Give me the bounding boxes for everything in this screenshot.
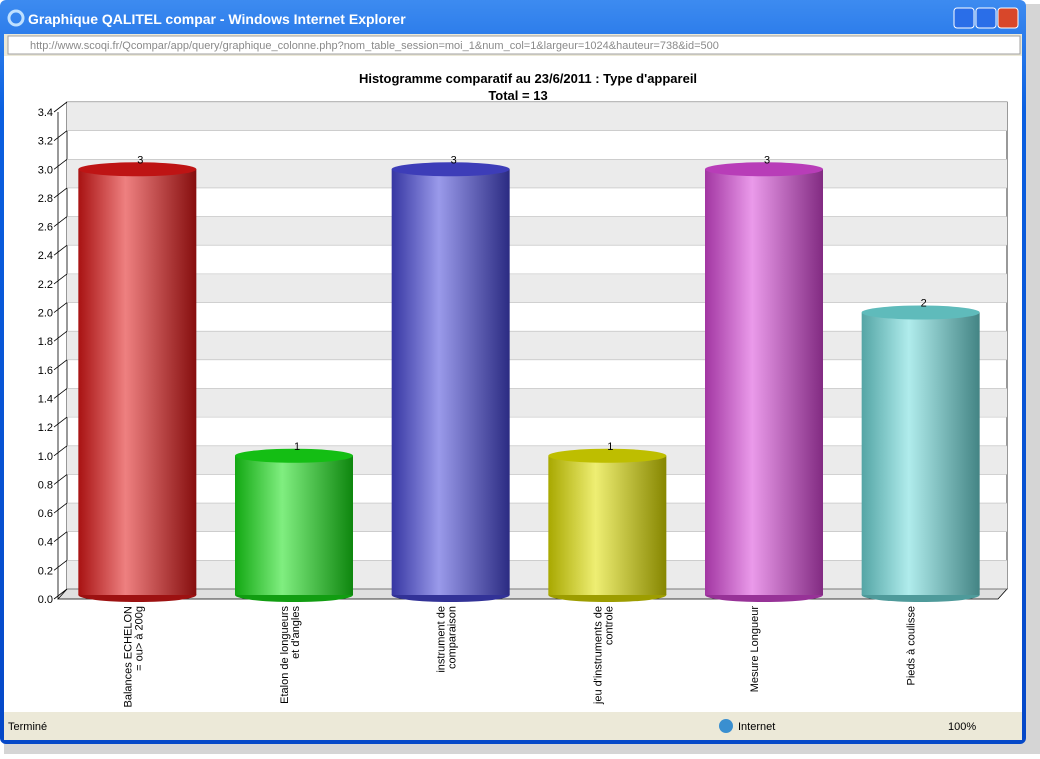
grid-band [67,503,1007,532]
y-tick-label: 1.0 [38,451,53,463]
y-tick-label: 2.2 [38,279,53,291]
bar [548,455,667,595]
tick-mark [53,130,68,141]
y-tick-label: 2.0 [38,308,53,320]
chart-subtitle: Total = 13 [488,88,547,103]
minimize-button[interactable] [953,7,975,29]
tick-mark [53,388,68,399]
close-button[interactable] [997,7,1019,29]
value-label: 3 [137,154,143,166]
x-tick-label: jeu d'instruments decontrole [592,606,615,705]
bar-top [861,305,980,320]
y-tick-label: 2.8 [38,193,53,205]
status-text: Terminé [8,721,47,733]
y-tick-label: 0.2 [38,565,53,577]
grid-band [67,331,1007,360]
address-field[interactable] [7,35,1021,55]
y-tick-label: 2.6 [38,222,53,234]
grid-band [67,216,1007,246]
y-tick-label: 3.0 [38,164,53,176]
tick-mark [53,330,68,342]
tick-mark [53,359,68,371]
tick-mark [53,416,68,428]
bar [391,169,510,595]
tick-mark [53,588,68,600]
status-zone: Internet [738,721,775,733]
value-label: 1 [294,441,300,453]
y-tick-label: 1.8 [38,336,53,348]
x-tick-label: Pieds à coulisse [906,606,918,686]
y-tick-label: 0.6 [38,508,53,520]
tick-mark [53,273,68,285]
tick-mark [53,560,68,571]
bar-top [548,448,667,463]
maximize-button[interactable] [975,7,997,29]
status-bar [4,712,1022,740]
value-label: 3 [451,154,457,166]
y-tick-label: 1.2 [38,422,53,434]
grid-band [67,388,1007,418]
window-title: Graphique QALITEL compar - Windows Inter… [28,11,406,27]
chart: 0.0 0.2 0.4 0.6 0.8 1.0 1.2 1.4 1.6 1.8 2.0 2.2 2.4 2… [38,101,1008,708]
tick-mark [53,187,68,199]
tick-mark [53,445,68,457]
bar-top [235,448,353,463]
bar [861,312,980,595]
grid-band [67,273,1007,303]
value-label: 2 [921,298,927,310]
y-tick-label: 1.4 [38,393,53,405]
bar-top [391,162,510,177]
tick-mark [53,158,68,170]
status-zoom[interactable]: 100% [948,721,976,733]
grid-band [67,102,1007,131]
y-tick-label: 1.6 [38,365,53,377]
x-tick-label: instrument decomparaison [436,606,459,673]
value-label: 1 [607,441,613,453]
grid-band [67,560,1007,589]
tick-mark [53,502,68,514]
grid-band [67,445,1007,475]
bar-top [705,162,823,177]
zone-icon [719,719,733,733]
chart-title: Histogramme comparatif au 23/6/2011 : Ty… [359,71,697,86]
address-url: http://www.scoqi.fr/Qcompar/app/query/gr… [30,40,719,52]
x-tick-label: Balances ECHELON= ou> à 200g [122,606,145,708]
tick-mark [53,531,68,543]
tick-mark [53,244,68,256]
y-tick-label: 0.8 [38,479,53,491]
value-label: 3 [764,154,770,166]
y-tick-label: 0.4 [38,537,53,549]
x-tick-label: Mesure Longueur [749,606,761,693]
bar-top [78,162,197,177]
ie-icon [7,9,25,27]
bar [78,169,197,595]
grid-band [67,159,1007,188]
x-tick-label: Etalon de longueurset d'angles [279,606,302,704]
y-tick-label: 3.2 [38,136,53,148]
y-tick-label: 3.4 [38,107,53,119]
tick-mark [53,474,68,485]
tick-mark [53,101,68,113]
y-tick-label: 0.0 [38,594,53,606]
y-tick-label: 2.4 [38,250,53,262]
bar [235,455,353,595]
bar [705,169,823,595]
tick-mark [53,216,68,227]
tick-mark [53,302,68,313]
